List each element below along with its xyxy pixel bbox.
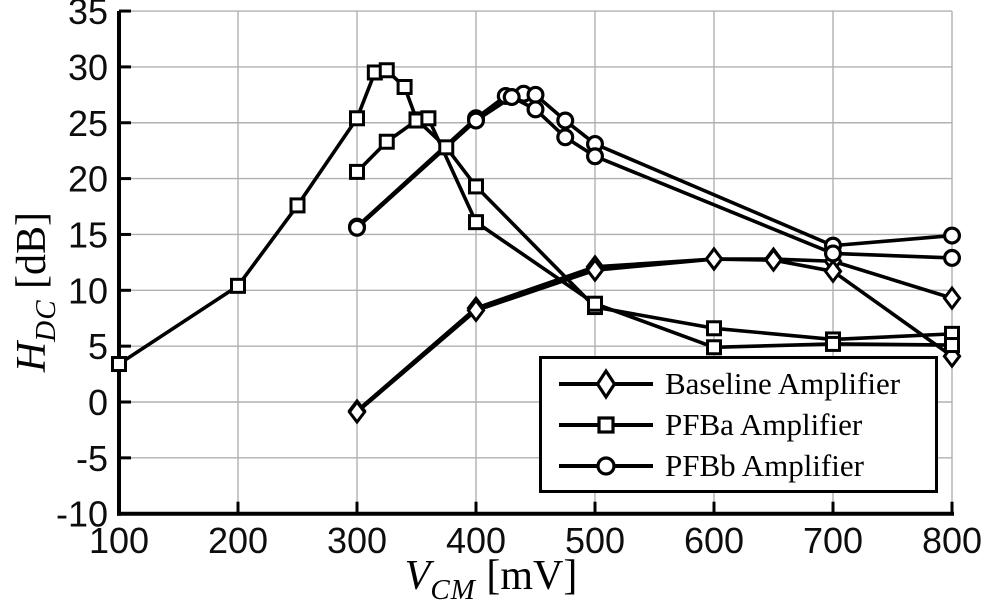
x-tick-label: 300 bbox=[327, 520, 387, 561]
square-marker bbox=[825, 335, 841, 352]
legend-item-pfbb: PFBb Amplifier bbox=[556, 449, 935, 483]
y-axis-label: HDC [dB] bbox=[8, 142, 62, 442]
y-tick-label: 5 bbox=[88, 326, 108, 367]
diamond-marker-icon bbox=[559, 367, 653, 400]
legend-item-baseline: Baseline Amplifier bbox=[556, 367, 935, 401]
legend: Baseline Amplifier PFBa Amplifier PFBb A… bbox=[539, 356, 938, 493]
diamond-marker bbox=[347, 399, 367, 425]
series-line-square-1 bbox=[117, 68, 954, 366]
y-tick-label: 35 bbox=[68, 0, 108, 32]
y-axis-unit: [dB] bbox=[9, 211, 55, 300]
x-tick-label: 100 bbox=[89, 520, 149, 561]
x-tick-label: 700 bbox=[803, 520, 863, 561]
square-marker bbox=[396, 79, 413, 96]
x-tick-label: 600 bbox=[684, 520, 744, 561]
y-axis-variable: H bbox=[9, 341, 55, 373]
circle-marker bbox=[942, 248, 961, 267]
y-tick-label: -5 bbox=[76, 438, 108, 479]
square-marker bbox=[111, 356, 127, 373]
series-line-circle-1 bbox=[355, 91, 954, 248]
y-tick-label: 0 bbox=[88, 382, 108, 423]
diamond-marker bbox=[823, 258, 843, 284]
circle-marker bbox=[526, 85, 545, 104]
diamond-marker bbox=[764, 247, 783, 273]
circle-marker bbox=[467, 111, 486, 130]
diamond-marker bbox=[704, 246, 724, 272]
diamond-marker bbox=[466, 297, 486, 323]
circle-marker bbox=[502, 88, 521, 107]
circle-marker bbox=[556, 128, 575, 147]
legend-label-pfbb: PFBb Amplifier bbox=[665, 448, 864, 483]
y-tick-label: 10 bbox=[68, 270, 108, 311]
square-marker bbox=[289, 197, 306, 214]
x-axis-unit: [mV] bbox=[475, 553, 578, 599]
circle-marker bbox=[942, 226, 961, 245]
x-axis-label: VCM [mV] bbox=[0, 552, 982, 606]
circle-marker bbox=[348, 218, 367, 237]
square-marker bbox=[349, 163, 365, 180]
x-tick-label: 500 bbox=[565, 520, 625, 561]
circle-marker bbox=[526, 100, 545, 119]
diamond-marker bbox=[942, 285, 962, 311]
y-tick-label: 25 bbox=[68, 103, 108, 144]
y-tick-label: -10 bbox=[56, 494, 108, 535]
legend-label-baseline: Baseline Amplifier bbox=[665, 366, 901, 401]
square-marker bbox=[230, 277, 246, 294]
x-tick-label: 200 bbox=[208, 520, 268, 561]
square-marker bbox=[468, 214, 484, 231]
square-marker bbox=[468, 178, 484, 195]
square-marker bbox=[349, 110, 365, 127]
x-tick-label: 400 bbox=[446, 520, 506, 561]
diamond-marker bbox=[585, 257, 605, 283]
y-axis-subscript: DC bbox=[30, 299, 62, 342]
square-marker bbox=[378, 133, 395, 150]
y-tick-label: 15 bbox=[68, 214, 108, 255]
square-marker bbox=[944, 337, 960, 354]
circle-marker bbox=[823, 244, 842, 263]
square-marker bbox=[420, 110, 437, 127]
circle-marker-icon bbox=[559, 455, 653, 476]
square-marker bbox=[378, 62, 395, 79]
square-marker bbox=[587, 295, 603, 312]
legend-item-pfba: PFBa Amplifier bbox=[556, 408, 935, 442]
square-marker bbox=[706, 339, 722, 356]
y-tick-label: 30 bbox=[68, 47, 108, 88]
square-marker bbox=[706, 320, 722, 337]
x-axis-subscript: CM bbox=[430, 574, 476, 606]
square-marker bbox=[438, 139, 455, 156]
legend-label-pfba: PFBa Amplifier bbox=[665, 407, 863, 442]
x-tick-label: 800 bbox=[922, 520, 982, 561]
circle-marker bbox=[556, 111, 575, 130]
square-marker-icon bbox=[559, 415, 653, 434]
circle-marker bbox=[585, 147, 604, 166]
x-axis-variable: V bbox=[404, 553, 431, 599]
y-tick-label: 20 bbox=[68, 159, 108, 200]
